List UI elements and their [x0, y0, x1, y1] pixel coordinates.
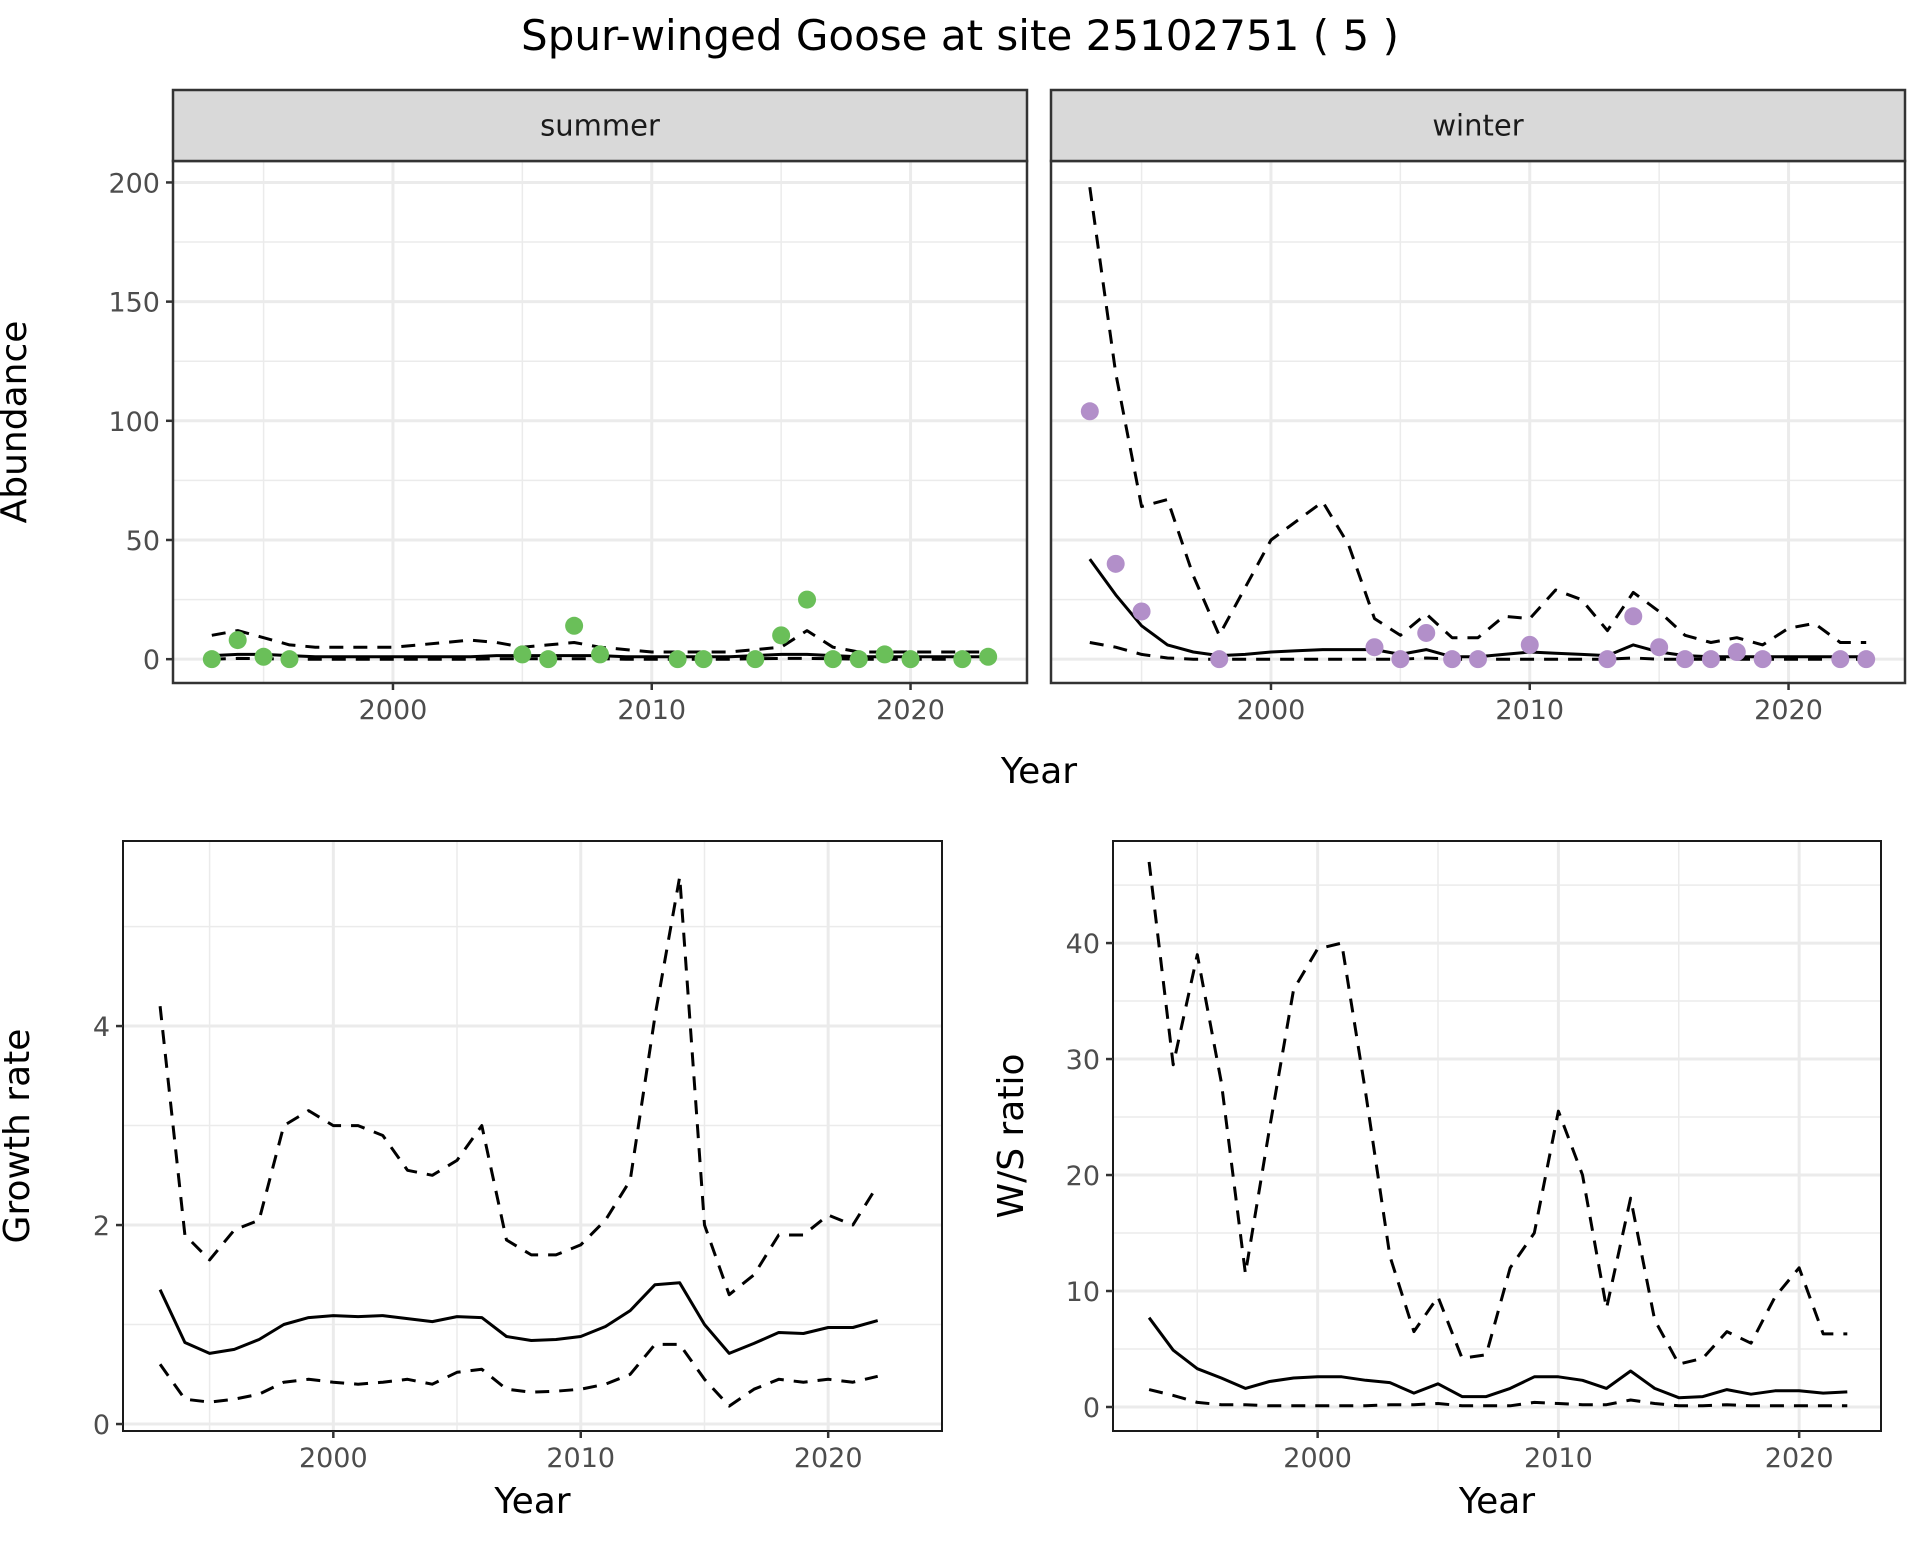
data-point — [591, 645, 609, 664]
data-point — [772, 626, 791, 645]
x-tick-label: 2020 — [794, 1443, 863, 1474]
y-tick-label: 0 — [1083, 1393, 1100, 1424]
data-point — [1701, 650, 1720, 669]
x-tick-label: 2010 — [546, 1443, 615, 1474]
data-point — [1676, 650, 1695, 669]
plot-background — [1113, 841, 1881, 1431]
data-point — [1650, 638, 1669, 657]
data-point — [1753, 650, 1772, 669]
x-tick-label: 2010 — [1495, 695, 1564, 726]
data-point — [1598, 650, 1617, 669]
data-point — [280, 650, 299, 669]
x-axis-title: Year — [493, 1481, 570, 1522]
y-tick-label: 10 — [1066, 1277, 1100, 1308]
data-point — [1520, 635, 1539, 654]
panel-border — [122, 840, 943, 1432]
plot-background — [123, 841, 942, 1431]
y-tick-label: 200 — [108, 168, 160, 199]
x-tick-label: 2000 — [299, 1443, 368, 1474]
facet-strip — [171, 88, 1029, 163]
dashed-line-1 — [158, 875, 879, 1297]
data-point — [875, 645, 894, 664]
facet-strip — [1049, 88, 1907, 163]
y-axis-title: W/S ratio — [991, 1053, 1032, 1218]
data-point — [1365, 638, 1384, 657]
data-point — [1080, 402, 1099, 421]
y-tick-label: 2 — [93, 1211, 110, 1242]
data-point — [1624, 607, 1643, 626]
data-point — [1417, 623, 1436, 642]
x-axis-title: Year — [1458, 1481, 1535, 1522]
y-axis-title: Growth rate — [0, 1029, 38, 1244]
data-point — [823, 650, 842, 669]
data-point — [1469, 650, 1487, 669]
data-point — [1727, 643, 1746, 662]
x-tick-label: 2000 — [1237, 695, 1306, 726]
data-point — [1391, 650, 1410, 669]
facet-label: winter — [1432, 109, 1523, 143]
data-point — [254, 647, 273, 666]
y-tick-label: 4 — [93, 1012, 110, 1043]
data-point — [953, 650, 972, 669]
x-tick-label: 2010 — [617, 695, 686, 726]
dashed-line-2 — [1148, 1388, 1848, 1408]
y-tick-label: 150 — [108, 288, 160, 319]
panel-border — [1112, 840, 1882, 1432]
solid-line-0 — [158, 1281, 879, 1355]
facet-label: summer — [540, 109, 660, 143]
y-tick-label: 100 — [108, 407, 160, 438]
x-tick-label: 2010 — [1524, 1443, 1593, 1474]
data-point — [1831, 650, 1850, 669]
data-point — [694, 650, 713, 669]
x-tick-label: 2000 — [359, 695, 428, 726]
data-point — [513, 645, 532, 664]
data-point — [202, 650, 221, 669]
x-tick-label: 2020 — [876, 695, 945, 726]
data-point — [798, 590, 817, 609]
y-tick-label: 40 — [1066, 929, 1100, 960]
data-point — [901, 650, 920, 669]
x-tick-label: 2020 — [1765, 1443, 1834, 1474]
solid-line-0 — [1147, 1316, 1848, 1400]
panel-2: 2000 2010 2020 0 2 4 Growth rate Year — [0, 840, 943, 1522]
dashed-line-1 — [1147, 861, 1848, 1366]
dashed-line-2 — [158, 1342, 879, 1408]
panel-3: 2000 2010 2020 0 10 20 30 40 W/S ratio Year — [991, 840, 1882, 1522]
x-tick-label: 2000 — [1283, 1443, 1352, 1474]
data-point — [1857, 650, 1876, 669]
data-point — [1132, 602, 1151, 621]
data-point — [668, 650, 687, 669]
y-tick-label: 20 — [1066, 1161, 1100, 1192]
y-tick-label: 0 — [93, 1410, 110, 1441]
dashed-line-1 — [1088, 186, 1867, 647]
data-point — [979, 647, 998, 666]
data-point — [746, 650, 765, 669]
y-tick-label: 0 — [143, 645, 160, 676]
data-point — [539, 650, 558, 669]
y-axis-title: Abundance — [0, 321, 35, 524]
data-point — [1210, 650, 1229, 669]
data-point — [1443, 650, 1462, 669]
x-axis-title-facets: Year — [1000, 751, 1077, 792]
y-tick-label: 30 — [1066, 1045, 1100, 1076]
data-point — [565, 616, 584, 635]
panel-1: winter 2000 2010 2020 — [1049, 88, 1907, 726]
data-point — [849, 650, 868, 669]
x-tick-label: 2020 — [1754, 695, 1823, 726]
y-tick-label: 50 — [126, 526, 160, 557]
panel-0: summer 2000 2010 2020 0 50 100 150 200 Abundance — [0, 88, 1029, 726]
data-point — [1106, 554, 1125, 573]
chart-title: Spur-winged Goose at site 25102751 ( 5 ) — [521, 11, 1399, 60]
data-point — [228, 631, 247, 650]
